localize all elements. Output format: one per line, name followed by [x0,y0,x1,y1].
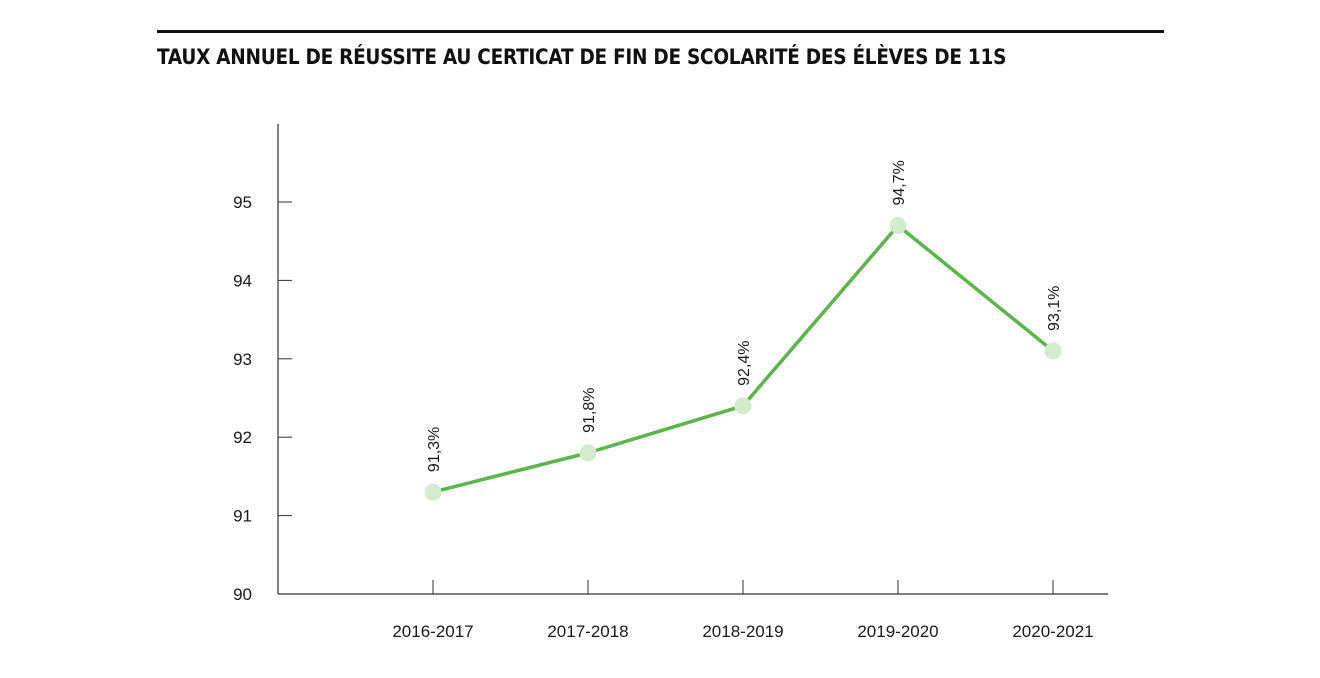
y-tick-label: 91 [233,507,252,526]
data-point-marker [734,397,752,415]
x-tick-label: 2018-2019 [702,622,783,641]
y-axis-ticks: 90 91 92 93 94 95 [233,193,292,604]
title-rule [157,30,1164,33]
data-label: 91,3% [426,427,443,472]
x-tick-label: 2019-2020 [857,622,938,641]
data-point-marker [579,444,597,462]
x-tick-label: 2017-2018 [547,622,628,641]
x-axis-ticks: 2016-2017 2017-2018 2018-2019 2019-2020 2020… [392,580,1094,641]
data-point-marker [1044,342,1062,360]
data-label: 91,8% [581,388,598,433]
y-tick-label: 95 [233,193,252,212]
data-label: 93,1% [1046,286,1063,331]
x-tick-label: 2020-2021 [1012,622,1093,641]
y-tick-label: 90 [233,585,252,604]
chart-axes [277,124,1108,595]
data-label: 94,7% [891,160,908,205]
chart-title: TAUX ANNUEL DE RÉUSSITE AU CERTICAT DE F… [157,45,1007,69]
y-tick-label: 93 [233,350,252,369]
data-point-marker [424,483,442,501]
data-labels: 91,3% 91,8% 92,4% 94,7% 93,1% [426,160,1063,472]
series-group [424,217,1062,501]
data-point-marker [889,217,907,235]
y-tick-label: 94 [233,271,252,290]
y-tick-label: 92 [233,428,252,447]
x-tick-label: 2016-2017 [392,622,473,641]
data-label: 92,4% [736,340,753,385]
